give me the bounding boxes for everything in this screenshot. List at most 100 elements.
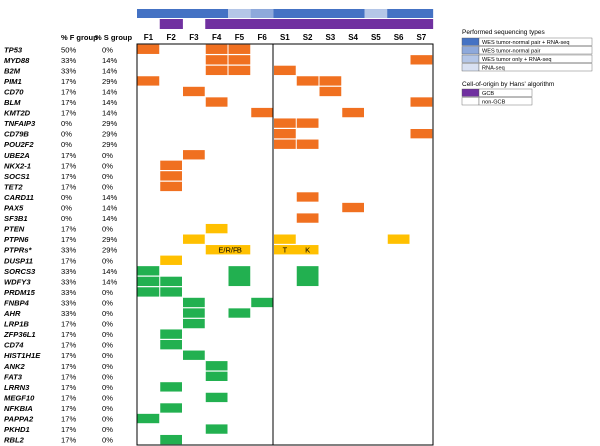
gene-name: AHR [3, 309, 21, 318]
pct-s-value: 29% [102, 130, 117, 139]
legend: Performed sequencing types WES tumor-norm… [461, 29, 593, 106]
pct-s-value: 0% [102, 362, 113, 371]
coo-S3 [319, 19, 343, 29]
gene-name: LRP1B [4, 320, 29, 329]
mutation-cell-green [160, 329, 182, 339]
gene-row-SF3B1: SF3B1 0% 14% [4, 214, 117, 223]
mutation-cell-orange [205, 55, 228, 65]
seq-type-F5 [228, 9, 252, 18]
pct-s-value: 0% [102, 298, 113, 307]
pct-f-value: 17% [61, 172, 76, 181]
pct-f-value: 33% [61, 277, 76, 286]
mutation-cell-green [183, 308, 205, 318]
legend-swatch-gcb [461, 88, 480, 97]
pct-f-value: 17% [61, 436, 76, 445]
gene-name: FAT3 [4, 372, 23, 381]
gene-name: POU2F2 [4, 140, 34, 149]
gene-name: BLM [4, 98, 21, 107]
pct-f-value: 50% [61, 45, 76, 54]
mutation-cell-orange [410, 129, 433, 139]
coo-F2 [159, 19, 183, 29]
mutation-cell-orange [274, 118, 296, 128]
gene-row-SOCS1: SOCS1 17% 0% [4, 172, 113, 181]
gene-name: FNBP4 [4, 298, 30, 307]
sample-label-S1: S1 [280, 33, 290, 42]
seq-type-S4 [341, 9, 365, 18]
pct-f-value: 33% [61, 267, 76, 276]
gene-name: LRRN3 [4, 383, 30, 392]
pct-s-value: 14% [102, 193, 117, 202]
cell-labels: E/R/F B T K [218, 246, 310, 255]
pct-f-value: 17% [61, 383, 76, 392]
gene-name: PTEN [4, 225, 25, 234]
mutation-cell-orange [296, 139, 319, 149]
gene-row-PTPN6: PTPN6 17% 29% [4, 235, 117, 244]
gene-row-NFKBIA: NFKBIA 17% 0% [4, 404, 113, 413]
gene-name: MYD88 [4, 56, 30, 65]
pct-s-value: 29% [102, 140, 117, 149]
mutation-cell-orange [137, 44, 160, 54]
mutation-cell-orange [296, 213, 319, 223]
gene-name: NFKBIA [4, 404, 33, 413]
pct-f-value: 33% [61, 309, 76, 318]
pct-s-value: 0% [102, 415, 113, 424]
mutation-cell-green [137, 413, 160, 424]
pct-s-value: 0% [102, 436, 113, 445]
pct-s-value: 14% [102, 66, 117, 75]
legend-label-box [478, 97, 533, 106]
mutation-cell-yellow [274, 234, 296, 244]
gene-name: PAPPA2 [4, 415, 34, 424]
pct-s-value: 0% [102, 425, 113, 434]
mutation-cell-orange [228, 55, 251, 65]
mutation-cell-orange [228, 44, 251, 54]
mutation-cell-orange [160, 181, 182, 192]
gene-row-PTEN: PTEN 17% 0% [4, 225, 113, 234]
mutation-cell-green [205, 392, 228, 403]
pct-f-value: 33% [61, 298, 76, 307]
gene-row-LRRN3: LRRN3 17% 0% [4, 383, 113, 392]
legend-swatch-non-gcb [461, 97, 480, 106]
sample-label-S4: S4 [348, 33, 358, 42]
pct-f-value: 17% [61, 161, 76, 170]
grid-frame [136, 43, 434, 446]
pct-s-value: 29% [102, 77, 117, 86]
mutation-cell-green [160, 382, 182, 392]
legend-label-box [478, 63, 593, 72]
legend-label-wes_rna: WES tumor-normal pair + RNA-seq [482, 40, 570, 46]
pct-s-value: 14% [102, 98, 117, 107]
pct-f-value: 33% [61, 246, 76, 255]
gene-name: PAX5 [4, 204, 24, 213]
gene-name: TET2 [4, 182, 23, 191]
mutation-cell-orange [342, 107, 364, 118]
coo-S2 [296, 19, 320, 29]
pct-f-value: 17% [61, 425, 76, 434]
mutation-cell-orange [296, 118, 319, 128]
gene-name: SORCS3 [4, 267, 36, 276]
mutation-cell-orange [183, 86, 205, 97]
mutation-cells [137, 44, 433, 445]
mutation-cell-orange [296, 192, 319, 202]
pct-f-value: 0% [61, 130, 72, 139]
pct-s-value: 0% [102, 320, 113, 329]
gene-row-POU2F2: POU2F2 0% 29% [4, 140, 117, 149]
mutation-cell-yellow [183, 234, 205, 244]
gene-row-TP53: TP53 50% 0% [4, 45, 113, 54]
seq-type-S2 [296, 9, 320, 18]
coo-F5 [228, 19, 252, 29]
pct-s-value: 0% [102, 309, 113, 318]
gene-row-MYD88: MYD88 33% 14% [4, 56, 117, 65]
gene-row-MEGF10: MEGF10 17% 0% [4, 393, 113, 402]
gene-name: ANK2 [3, 362, 25, 371]
gene-row-FNBP4: FNBP4 33% 0% [4, 298, 113, 307]
seq-type-S6 [387, 9, 411, 18]
pct-s-value: 0% [102, 351, 113, 360]
gene-name: PIM1 [4, 77, 22, 86]
pct-s-value: 0% [102, 404, 113, 413]
legend-swatch-wes_rna [461, 37, 480, 46]
legend-swatch-wes_only_rna [461, 54, 480, 63]
mutation-cell-green [160, 403, 182, 413]
pct-s-value: 14% [102, 204, 117, 213]
pct-s-value: 0% [102, 151, 113, 160]
legend-label-gcb: GCB [482, 91, 494, 97]
cell-label: E/R/F [218, 246, 238, 255]
